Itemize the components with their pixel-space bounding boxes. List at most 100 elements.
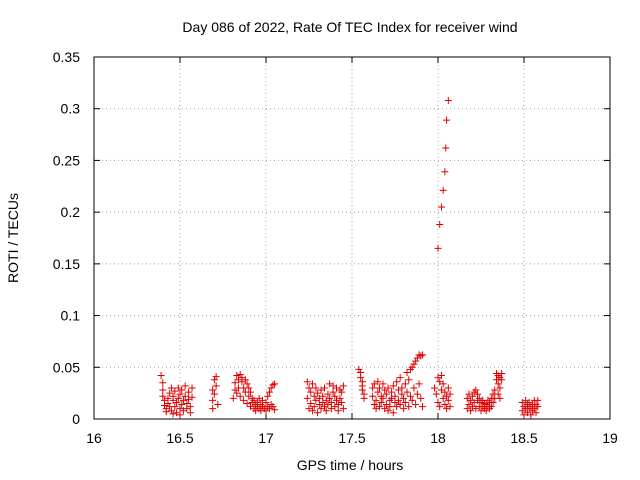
data-point <box>412 357 420 365</box>
data-point <box>388 388 396 396</box>
data-point <box>169 410 177 418</box>
data-point <box>389 409 397 417</box>
data-point <box>401 380 409 388</box>
data-point <box>431 384 439 392</box>
data-point <box>405 376 413 384</box>
data-point <box>269 381 277 389</box>
data-point <box>179 396 187 404</box>
data-point <box>444 384 452 392</box>
y-tick-label: 0 <box>72 411 80 427</box>
data-point <box>173 398 181 406</box>
data-point <box>384 384 392 392</box>
data-point <box>434 244 442 252</box>
data-point <box>434 398 442 406</box>
data-point <box>162 408 170 416</box>
data-point <box>443 116 451 124</box>
data-point <box>408 363 416 371</box>
data-point <box>494 390 502 398</box>
data-point <box>339 382 347 390</box>
data-point <box>210 376 218 384</box>
data-point <box>498 376 506 384</box>
data-point <box>327 398 335 406</box>
data-point <box>159 386 167 394</box>
data-point <box>303 394 311 402</box>
data-point <box>331 392 339 400</box>
y-tick-label: 0.15 <box>53 256 80 272</box>
data-point <box>171 403 179 411</box>
y-tick-label: 0.1 <box>61 308 81 324</box>
axis-ticks <box>93 56 611 420</box>
data-point <box>398 384 406 392</box>
data-point <box>264 392 272 400</box>
data-point <box>393 378 401 386</box>
data-point <box>188 384 196 392</box>
x-tick-label: 19 <box>602 430 618 446</box>
data-point <box>379 394 387 402</box>
data-point <box>489 398 497 406</box>
data-point <box>494 380 502 388</box>
data-point <box>382 390 390 398</box>
data-point <box>171 387 179 395</box>
data-point <box>178 386 186 394</box>
data-point <box>406 392 414 400</box>
data-point <box>491 386 499 394</box>
data-point <box>336 394 344 402</box>
data-point <box>188 393 196 401</box>
data-point <box>398 390 406 398</box>
data-point <box>396 401 404 409</box>
data-point <box>212 382 220 390</box>
data-point <box>307 399 315 407</box>
data-point <box>231 379 239 387</box>
data-point <box>233 389 241 397</box>
data-point <box>498 369 506 377</box>
data-point <box>212 373 220 381</box>
data-point <box>324 390 332 398</box>
data-point <box>305 384 313 392</box>
data-point <box>303 378 311 386</box>
data-point <box>384 407 392 415</box>
data-point <box>174 394 182 402</box>
data-point <box>437 372 445 380</box>
x-tick-label: 17.5 <box>338 430 365 446</box>
data-point <box>417 394 425 402</box>
data-point <box>312 384 320 392</box>
data-point <box>247 388 255 396</box>
data-point <box>236 371 244 379</box>
data-point <box>372 396 380 404</box>
data-point <box>159 392 167 400</box>
data-point <box>444 396 452 404</box>
y-tick-label: 0.25 <box>53 152 80 168</box>
data-point <box>209 386 217 394</box>
data-point <box>339 405 347 413</box>
data-point <box>400 394 408 402</box>
data-point <box>441 401 449 409</box>
data-point <box>262 398 270 406</box>
data-point <box>446 390 454 398</box>
x-tick-label: 16 <box>86 430 102 446</box>
data-point <box>178 401 186 409</box>
x-tick-label: 17 <box>258 430 274 446</box>
data-point <box>413 390 421 398</box>
data-point <box>167 407 175 415</box>
data-point <box>436 403 444 411</box>
data-point <box>419 351 427 359</box>
data-point <box>338 388 346 396</box>
data-point <box>467 407 475 415</box>
data-point <box>157 372 165 380</box>
data-point <box>417 352 425 360</box>
data-point <box>415 380 423 388</box>
y-tick-label: 0.35 <box>53 49 80 65</box>
data-point <box>310 403 318 411</box>
data-point <box>326 394 334 402</box>
data-point <box>310 392 318 400</box>
data-point <box>209 405 217 413</box>
data-point <box>271 380 279 388</box>
data-point <box>391 392 399 400</box>
data-point <box>307 388 315 396</box>
data-point <box>334 407 342 415</box>
data-point <box>394 396 402 404</box>
data-point <box>308 407 316 415</box>
data-point <box>377 398 385 406</box>
data-point <box>389 382 397 390</box>
